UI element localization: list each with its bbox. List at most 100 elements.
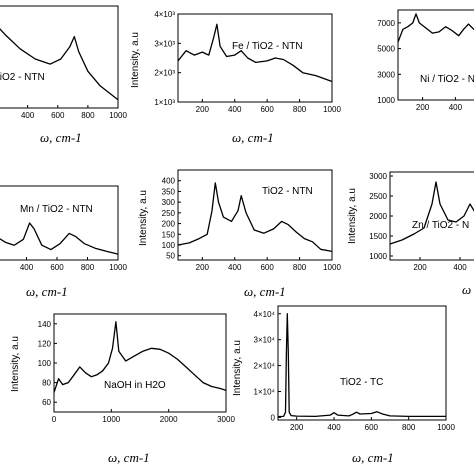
- panel-1: 200 400 600 800 1000 1×10³ 2×10³ 3×10³ 4×10³ Fe /…: [130, 10, 341, 145]
- x-tick-label: 800: [293, 263, 307, 272]
- panel-5: 200 400 1000 1500 2000 2500 3000 Zn / TiO2 - N I…: [347, 171, 474, 297]
- x-tick-label: 400: [20, 263, 34, 272]
- spectrum-line: [0, 28, 119, 101]
- x-axis-label: ω, cm-1: [108, 450, 150, 465]
- y-tick-label: 4×10⁴: [254, 310, 276, 319]
- x-tick-label: 400: [327, 423, 341, 432]
- x-tick-label: 600: [260, 263, 274, 272]
- spectrum-line: [177, 182, 333, 253]
- y-tick-label: 2000: [369, 212, 387, 221]
- y-tick-label: 120: [38, 339, 52, 348]
- y-tick-label: 200: [162, 220, 176, 229]
- y-axis-label: Intensity, a.u: [347, 188, 358, 244]
- panel-2: 200 400 1000 3000 5000 7000 Ni / TiO2 - NTN: [377, 9, 474, 112]
- plot-frame: [0, 185, 119, 261]
- x-axis-label: ω, cm-1: [232, 130, 274, 145]
- sample-label: Mn / TiO2 - NTN: [20, 204, 93, 215]
- plot-frame: [277, 305, 447, 421]
- y-axis-label: Intensity, a.u: [130, 32, 141, 88]
- y-tick-label: 3000: [377, 70, 395, 79]
- x-tick-label: 800: [81, 263, 95, 272]
- panel-6: 0 1000 2000 3000 60 80 100 120 140 NaOH in H2O Int…: [10, 313, 235, 465]
- x-tick-label: 400: [228, 105, 242, 114]
- sample-label: TiO2 - NTN: [262, 186, 313, 197]
- x-tick-label: 1000: [102, 415, 120, 424]
- y-tick-label: 150: [162, 230, 176, 239]
- y-axis-label: Intensity, a.u: [10, 336, 21, 392]
- x-tick-label: 800: [81, 111, 95, 120]
- x-tick-label: 400: [453, 263, 467, 272]
- x-axis-label: ω, cm-1: [244, 284, 286, 299]
- panel-3: 400 600 800 1000 Mn / TiO2 - NTN ω, cm-1: [0, 185, 127, 299]
- spectrum-line: [397, 13, 474, 43]
- sample-label: NaOH in H2O: [104, 380, 166, 391]
- x-tick-label: 200: [196, 263, 210, 272]
- x-tick-label: 1000: [109, 111, 127, 120]
- y-tick-label: 400: [162, 177, 176, 186]
- spectrum-line: [0, 222, 119, 255]
- y-axis-label: Intensity, a.u: [138, 190, 149, 246]
- sample-label: Fe / TiO2 - NTN: [232, 41, 303, 52]
- spectrum-line: [389, 181, 474, 245]
- sample-label: Ni / TiO2 - NTN: [420, 74, 474, 85]
- y-tick-label: 100: [162, 241, 176, 250]
- x-tick-label: 600: [260, 105, 274, 114]
- y-tick-label: 4×10³: [154, 10, 175, 19]
- sample-label: TiO2 - TC: [340, 377, 383, 388]
- y-tick-label: 350: [162, 187, 176, 196]
- x-axis-label: ω, cm-1: [26, 284, 68, 299]
- x-tick-label: 800: [293, 105, 307, 114]
- x-tick-label: 3000: [217, 415, 235, 424]
- x-axis-label: ω: [462, 282, 471, 297]
- plot-frame: [177, 169, 333, 261]
- panel-4: 200 400 600 800 100050100150200250300350400T…: [138, 169, 341, 299]
- sample-label: TiO2 - NTN: [0, 72, 45, 83]
- y-tick-label: 140: [38, 320, 52, 329]
- plot-frame: [397, 9, 474, 101]
- y-tick-label: 80: [42, 379, 51, 388]
- x-tick-label: 400: [21, 111, 35, 120]
- y-tick-label: 0: [271, 413, 276, 422]
- y-tick-label: 7000: [377, 19, 395, 28]
- y-tick-label: 2×10⁴: [254, 362, 276, 371]
- spectrum-line: [277, 313, 446, 418]
- x-tick-label: 800: [402, 423, 416, 432]
- y-tick-label: 5000: [377, 45, 395, 54]
- x-tick-label: 200: [290, 423, 304, 432]
- y-tick-label: 3×10⁴: [254, 336, 276, 345]
- x-axis-label: ω, cm-1: [40, 130, 82, 145]
- spectrum-line: [53, 321, 227, 393]
- x-tick-label: 1000: [109, 263, 127, 272]
- x-tick-label: 600: [50, 263, 64, 272]
- y-tick-label: 60: [42, 398, 51, 407]
- y-tick-label: 2500: [369, 192, 387, 201]
- y-tick-label: 1000: [369, 252, 387, 261]
- y-tick-label: 3000: [369, 172, 387, 181]
- x-tick-label: 1000: [323, 105, 341, 114]
- y-tick-label: 1500: [369, 232, 387, 241]
- x-tick-label: 200: [196, 105, 210, 114]
- x-tick-label: 200: [413, 263, 427, 272]
- y-tick-label: 250: [162, 209, 176, 218]
- x-tick-label: 600: [365, 423, 379, 432]
- y-tick-label: 50: [166, 252, 175, 261]
- y-tick-label: 100: [38, 359, 52, 368]
- x-tick-label: 1000: [323, 263, 341, 272]
- y-axis-label: Intensity, a.u: [232, 340, 243, 396]
- x-tick-label: 600: [51, 111, 65, 120]
- plot-frame: [0, 5, 119, 109]
- x-tick-label: 0: [52, 415, 57, 424]
- x-axis-label: ω, cm-1: [352, 450, 394, 465]
- x-tick-label: 400: [449, 103, 463, 112]
- y-tick-label: 1×10³: [154, 98, 175, 107]
- y-tick-label: 1000: [377, 96, 395, 105]
- x-tick-label: 2000: [160, 415, 178, 424]
- plot-frame: [177, 13, 333, 103]
- y-tick-label: 3×10³: [154, 39, 175, 48]
- panel-0: 400 600 800 1000 TiO2 - NTN ω, cm-1: [0, 5, 127, 145]
- y-tick-label: 1×10⁴: [254, 388, 276, 397]
- x-tick-label: 400: [228, 263, 242, 272]
- x-tick-label: 1000: [437, 423, 455, 432]
- plot-frame: [53, 313, 227, 413]
